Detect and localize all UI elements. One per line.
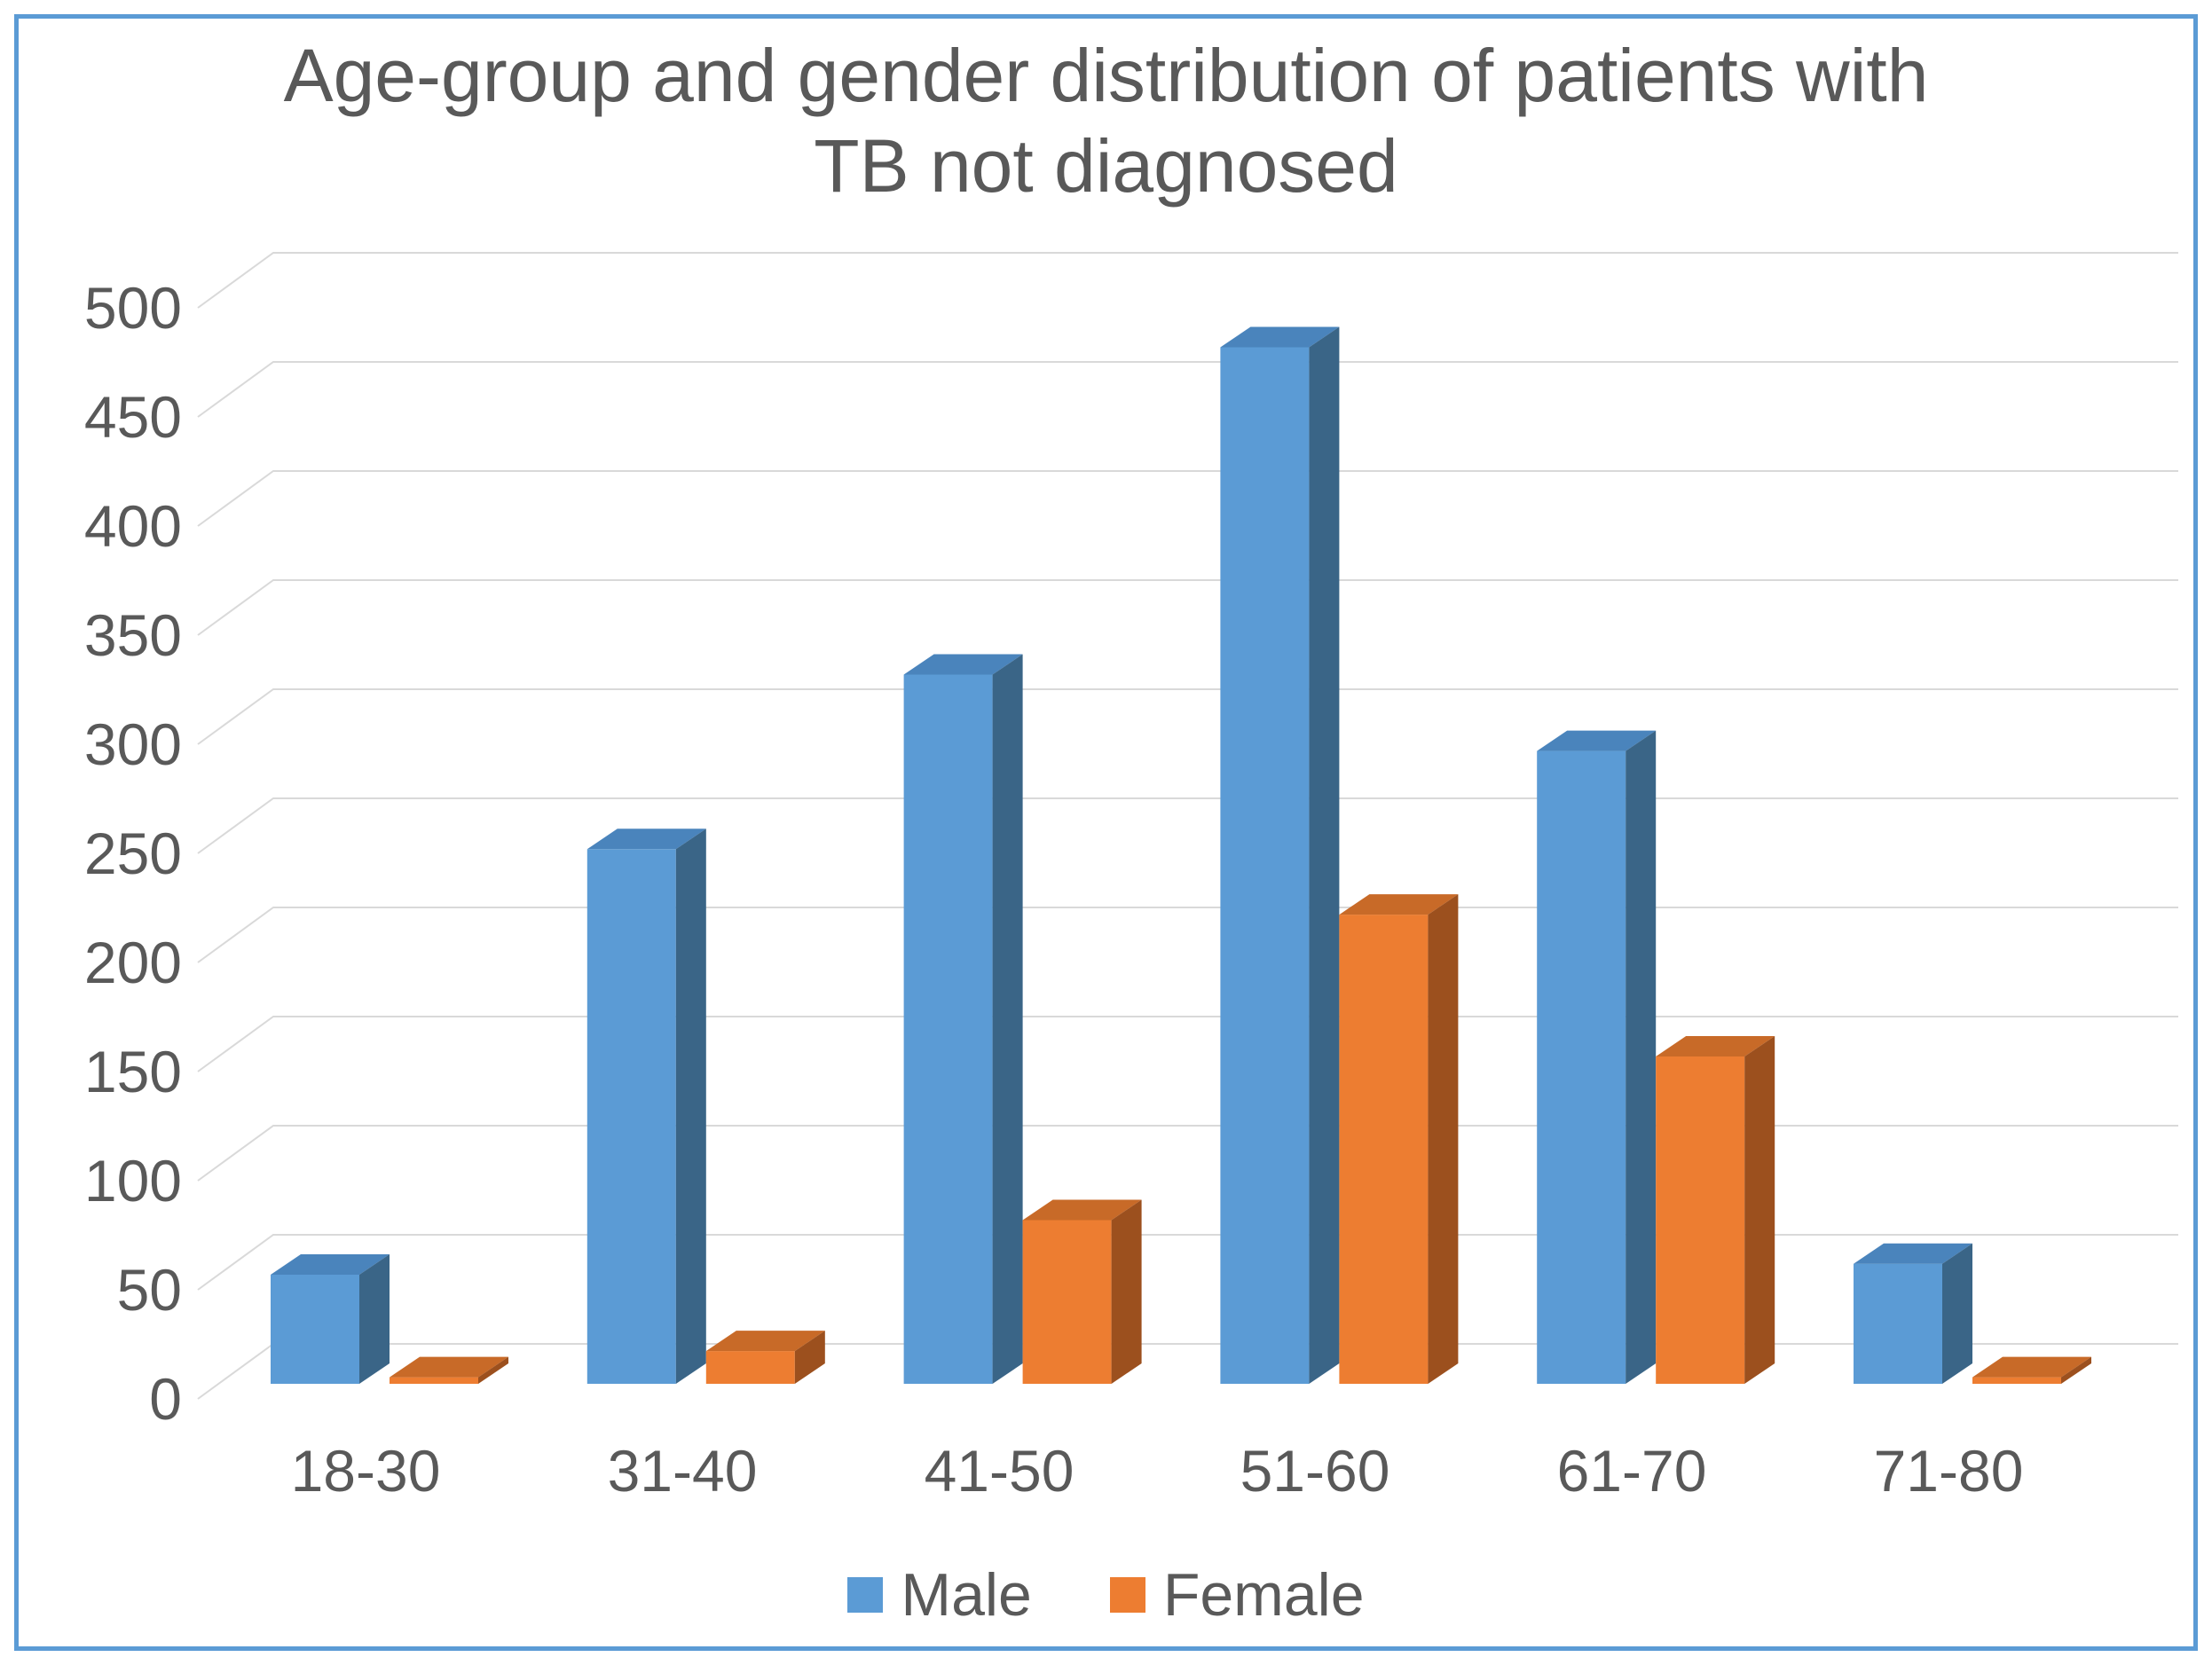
bar-front-face	[1220, 347, 1310, 1384]
bar-top-face	[1656, 1036, 1775, 1056]
x-tick-label-61-70: 61-70	[1556, 1438, 1707, 1504]
bar-female-31-40	[705, 1331, 825, 1384]
gridline-400	[197, 470, 2178, 527]
bar-top-face	[1220, 326, 1340, 348]
bar-side-face	[1744, 1036, 1775, 1384]
bar-top-face	[390, 1356, 508, 1378]
bar-front-face	[1339, 915, 1429, 1384]
gridline-250	[197, 797, 2178, 854]
x-tick-label-51-60: 51-60	[1240, 1438, 1390, 1504]
bar-front-face	[1022, 1220, 1112, 1384]
bar-front-face	[1537, 750, 1626, 1384]
bar-side-face	[478, 1356, 508, 1384]
y-tick-label-250: 250	[83, 821, 182, 886]
legend-item-male: Male	[847, 1561, 1032, 1629]
bar-front-face	[586, 849, 676, 1384]
bar-front-face	[1656, 1056, 1745, 1384]
legend-label-male: Male	[901, 1561, 1032, 1629]
y-tick-label-100: 100	[83, 1148, 182, 1213]
bar-side-face	[1111, 1199, 1142, 1384]
bar-front-face	[1972, 1377, 2061, 1384]
x-tick-label-18-30: 18-30	[290, 1438, 441, 1504]
gridline-100	[197, 1125, 2178, 1182]
chart-title-line2: TB not diagnosed	[814, 124, 1398, 208]
y-tick-label-0: 0	[149, 1366, 182, 1432]
bar-top-face	[586, 829, 706, 850]
bar-male-51-60	[1220, 326, 1340, 1384]
y-tick-label-200: 200	[83, 930, 182, 995]
x-tick-label-41-50: 41-50	[924, 1438, 1075, 1504]
bar-side-face	[1626, 730, 1657, 1384]
bar-side-face	[359, 1254, 390, 1384]
bar-side-face	[1428, 894, 1459, 1384]
bar-top-face	[1339, 894, 1459, 915]
male-series-swatch-icon	[847, 1577, 884, 1613]
y-tick-label-500: 500	[83, 275, 182, 341]
bar-male-71-80	[1854, 1243, 1972, 1384]
legend-label-female: Female	[1162, 1561, 1365, 1629]
chart-title-line1: Age-group and gender distribution of pat…	[283, 34, 1929, 117]
bar-side-face	[2061, 1356, 2091, 1384]
bar-front-face	[390, 1377, 478, 1384]
gridline-200	[197, 907, 2178, 963]
bar-male-41-50	[903, 654, 1023, 1384]
y-tick-label-350: 350	[83, 602, 182, 668]
bar-male-18-30	[271, 1254, 390, 1384]
y-tick-label-50: 50	[116, 1257, 182, 1323]
female-series-swatch-icon	[1109, 1577, 1145, 1613]
bar-front-face	[705, 1351, 795, 1384]
y-tick-label-400: 400	[83, 493, 182, 559]
bar-female-41-50	[1022, 1199, 1142, 1384]
bar-male-31-40	[586, 829, 706, 1384]
bar-top-face	[705, 1331, 825, 1352]
chart-title: Age-group and gender distribution of pat…	[0, 30, 2212, 211]
bar-side-face	[794, 1331, 825, 1384]
bar-female-61-70	[1656, 1036, 1775, 1384]
bar-female-51-60	[1339, 894, 1459, 1384]
y-tick-label-450: 450	[83, 384, 182, 450]
legend: Male Female	[0, 1563, 2212, 1627]
bar-top-face	[271, 1254, 390, 1275]
bar-female-18-30	[390, 1356, 508, 1384]
x-tick-label-31-40: 31-40	[607, 1438, 758, 1504]
legend-item-female: Female	[1109, 1561, 1365, 1629]
gridline-300	[197, 688, 2178, 745]
bar-side-face	[992, 654, 1023, 1384]
bar-top-face	[1854, 1243, 1972, 1264]
y-tick-label-150: 150	[83, 1039, 182, 1104]
y-tick-label-300: 300	[83, 711, 182, 777]
bar-side-face	[1309, 326, 1340, 1384]
bar-female-71-80	[1972, 1356, 2091, 1384]
bar-top-face	[1972, 1356, 2091, 1378]
bar-top-face	[1022, 1199, 1142, 1221]
bar-top-face	[903, 654, 1023, 675]
gridline-350	[197, 579, 2178, 636]
gridline-450	[197, 361, 2178, 418]
bar-front-face	[271, 1275, 359, 1384]
gridline-150	[197, 1016, 2178, 1072]
bar-front-face	[903, 674, 993, 1384]
bar-front-face	[1854, 1263, 1942, 1384]
gridline-500	[197, 252, 2178, 309]
bar-side-face	[1942, 1243, 1972, 1384]
bar-male-61-70	[1537, 730, 1657, 1384]
x-tick-label-71-80: 71-80	[1873, 1438, 2024, 1504]
bar-top-face	[1537, 730, 1657, 751]
bar-side-face	[675, 829, 706, 1384]
